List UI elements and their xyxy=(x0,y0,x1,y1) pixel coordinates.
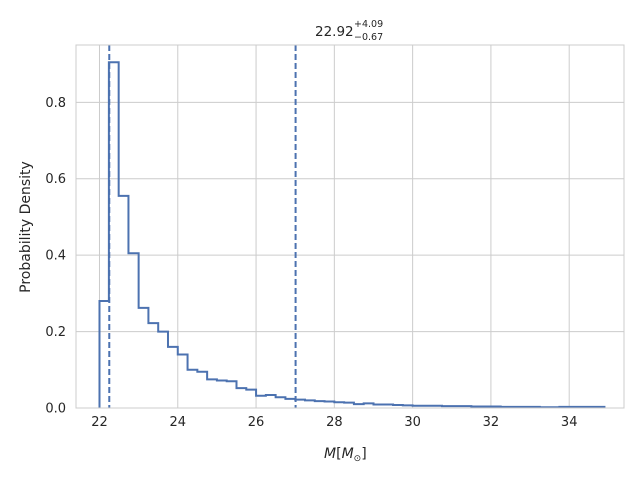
chart-title: 22.92 xyxy=(315,24,354,40)
x-tick-label: 32 xyxy=(483,415,500,430)
y-tick-label: 0.8 xyxy=(45,96,66,111)
x-label-close: ] xyxy=(361,446,366,462)
credible-interval-lines xyxy=(108,45,297,408)
histogram-step-line xyxy=(98,61,606,409)
y-tick-label: 0.0 xyxy=(45,402,66,417)
x-tick-label: 28 xyxy=(326,415,343,430)
title-value: 22.92 xyxy=(315,24,354,40)
histogram xyxy=(98,61,606,409)
y-axis-label: Probability Density xyxy=(18,161,34,293)
x-tick-label: 26 xyxy=(248,415,265,430)
y-tick-label: 0.2 xyxy=(45,325,66,340)
plot-area xyxy=(76,45,624,408)
x-tick-labels: 22 24 26 28 30 32 34 xyxy=(91,415,577,430)
y-tick-label: 0.6 xyxy=(45,172,66,187)
x-tick-label: 30 xyxy=(404,415,421,430)
y-tick-labels: 0.0 0.2 0.4 0.6 0.8 xyxy=(45,96,66,417)
x-label-main: M xyxy=(324,446,336,462)
x-tick-label: 24 xyxy=(169,415,186,430)
x-label-inner-sub: ⊙ xyxy=(354,454,362,464)
x-axis-label: M[M⊙] xyxy=(324,446,367,464)
x-label-open: [ xyxy=(336,446,341,462)
axes-frame xyxy=(75,44,625,409)
title-superscript: +4.09 xyxy=(354,19,383,30)
x-tick-label: 22 xyxy=(91,415,108,430)
x-tick-label: 34 xyxy=(561,415,578,430)
x-label-inner: M xyxy=(342,446,354,462)
y-tick-label: 0.4 xyxy=(45,249,66,264)
title-subscript: −0.67 xyxy=(354,32,383,43)
